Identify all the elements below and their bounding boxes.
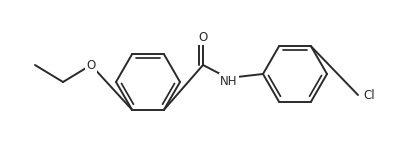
- Text: O: O: [86, 58, 95, 71]
- Text: O: O: [198, 30, 208, 44]
- Text: Cl: Cl: [363, 89, 375, 102]
- Text: NH: NH: [220, 74, 238, 87]
